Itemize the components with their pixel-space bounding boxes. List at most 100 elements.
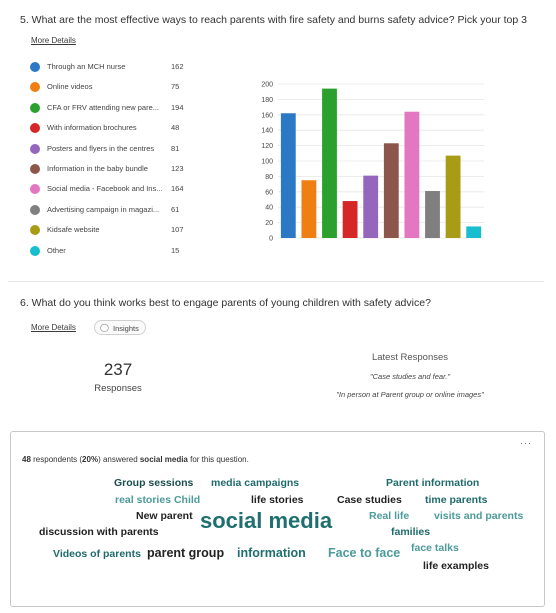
word-cloud-term[interactable]: life examples (423, 560, 489, 572)
legend-item: Other 15 (30, 244, 200, 258)
legend-item: Kidsafe website 107 (30, 223, 200, 237)
bar[interactable] (466, 226, 482, 238)
legend-count: 162 (171, 62, 184, 71)
summary-text-2: ) answered (98, 455, 140, 464)
responses-count: 237 (103, 360, 133, 379)
bar[interactable] (280, 113, 296, 238)
legend-label: Posters and flyers in the centres (47, 143, 155, 153)
summary-text-1: respondents ( (30, 455, 83, 464)
legend-count: 15 (171, 245, 180, 255)
legend-label: Other (47, 245, 66, 255)
insights-label: Insights (113, 324, 139, 333)
legend-count: 123 (171, 164, 184, 173)
more-icon[interactable]: ··· (520, 438, 532, 448)
y-tick-label: 0 (269, 236, 273, 243)
responses-label: Responses (94, 383, 142, 394)
word-cloud-term[interactable]: social media (200, 508, 333, 533)
bar[interactable] (425, 191, 440, 238)
y-tick-label: 60 (265, 189, 273, 196)
legend-count: 75 (171, 82, 180, 92)
word-cloud-term[interactable]: visits and parents (434, 510, 524, 522)
legend-item: CFA or FRV attending new pare... 194 (30, 101, 200, 115)
legend-dot-icon (30, 225, 40, 236)
question-5-title: 5. What are the most effective ways to r… (20, 14, 527, 26)
word-cloud-term[interactable]: parent group (147, 546, 225, 560)
word-cloud-term[interactable]: Parent information (386, 477, 480, 489)
word-cloud-term[interactable]: face talks (411, 542, 459, 554)
latest-responses-title: Latest Responses (371, 352, 449, 363)
word-cloud-card: ··· 48 respondents (20%) answered social… (10, 431, 545, 607)
legend-dot-icon (30, 164, 40, 174)
q6-more-details-link[interactable]: More Details (31, 323, 76, 332)
bar[interactable] (445, 155, 461, 238)
q5-more-details-link[interactable]: More Details (31, 36, 76, 45)
word-cloud-term[interactable]: life stories (251, 494, 304, 506)
legend-dot-icon (30, 82, 40, 93)
word-cloud-term[interactable]: media campaigns (211, 477, 300, 489)
latest-response: "In person at Parent group or online ima… (336, 390, 484, 399)
q5-bar-chart: 0 20 40 60 80 100 120 140 160 180 200 (261, 82, 484, 243)
legend-count: 107 (171, 225, 184, 235)
word-cloud-term[interactable]: Group sessions (114, 477, 194, 489)
y-tick-label: 20 (265, 220, 273, 227)
summary-term: social media (139, 455, 188, 464)
legend-dot-icon (30, 123, 40, 134)
bar[interactable] (404, 111, 420, 238)
bar[interactable] (301, 180, 317, 238)
word-cloud-term[interactable]: New parent (136, 510, 193, 522)
bar[interactable] (363, 175, 379, 238)
legend-count: 61 (171, 204, 180, 214)
word-cloud-term[interactable]: discussion with parents (39, 526, 159, 538)
y-tick-label: 40 (265, 205, 273, 212)
word-cloud-term[interactable]: families (391, 526, 431, 538)
legend-item: Through an MCH nurse 162 (30, 60, 200, 74)
y-tick-label: 140 (261, 128, 273, 135)
word-cloud-term[interactable]: Real life (369, 510, 410, 522)
legend-dot-icon (30, 62, 40, 72)
y-tick-label: 120 (261, 143, 273, 150)
legend-count: 194 (171, 102, 184, 112)
legend-label: Through an MCH nurse (47, 62, 126, 71)
y-tick-label: 80 (265, 174, 273, 181)
bar[interactable] (383, 143, 399, 238)
legend-item: Online videos 75 (30, 80, 200, 94)
word-cloud-summary: 48 respondents (20%) answered social med… (22, 455, 249, 464)
word-cloud-term[interactable]: information (237, 546, 306, 560)
legend-dot-icon (30, 204, 40, 215)
legend-count: 164 (171, 184, 184, 194)
y-tick-label: 180 (261, 97, 273, 104)
latest-response: "Case studies and fear." (369, 372, 451, 381)
summary-count: 48 (22, 455, 31, 464)
word-cloud-term[interactable]: Face to face (328, 546, 401, 560)
legend-item: With information brochures 48 (30, 121, 200, 135)
legend-item: Advertising campaign in magazi... 61 (30, 203, 200, 217)
y-tick-label: 160 (261, 112, 273, 119)
word-cloud-term[interactable]: real stories Child (115, 494, 201, 506)
insights-button[interactable]: ◯ Insights (94, 320, 146, 335)
question-6-title: 6. What do you think works best to engag… (20, 297, 431, 309)
bar[interactable] (342, 201, 358, 238)
y-tick-label: 100 (261, 159, 273, 166)
legend-label: Information in the baby bundle (47, 164, 148, 173)
legend-label: Advertising campaign in magazi... (47, 204, 160, 214)
word-cloud-term[interactable]: time parents (425, 494, 488, 506)
legend-item: Information in the baby bundle 123 (30, 162, 200, 176)
word-cloud-term[interactable]: Case studies (337, 494, 402, 506)
legend-dot-icon (30, 143, 40, 154)
y-tick-label: 200 (261, 82, 273, 89)
lightbulb-icon: ◯ (100, 323, 109, 332)
legend-dot-icon (30, 184, 40, 195)
legend-label: Kidsafe website (47, 225, 100, 235)
legend-label: With information brochures (47, 123, 137, 133)
legend-count: 81 (171, 143, 180, 153)
legend-dot-icon (30, 102, 40, 113)
legend-label: Social media - Facebook and Ins... (47, 184, 163, 194)
summary-percent: 20% (82, 455, 99, 464)
word-cloud-term[interactable]: Videos of parents (53, 548, 141, 560)
legend-item: Posters and flyers in the centres 81 (30, 142, 200, 156)
legend-count: 48 (171, 123, 180, 133)
summary-text-3: for this question. (187, 455, 249, 464)
bar[interactable] (322, 88, 337, 239)
section-divider (8, 281, 544, 282)
legend-dot-icon (30, 245, 40, 256)
